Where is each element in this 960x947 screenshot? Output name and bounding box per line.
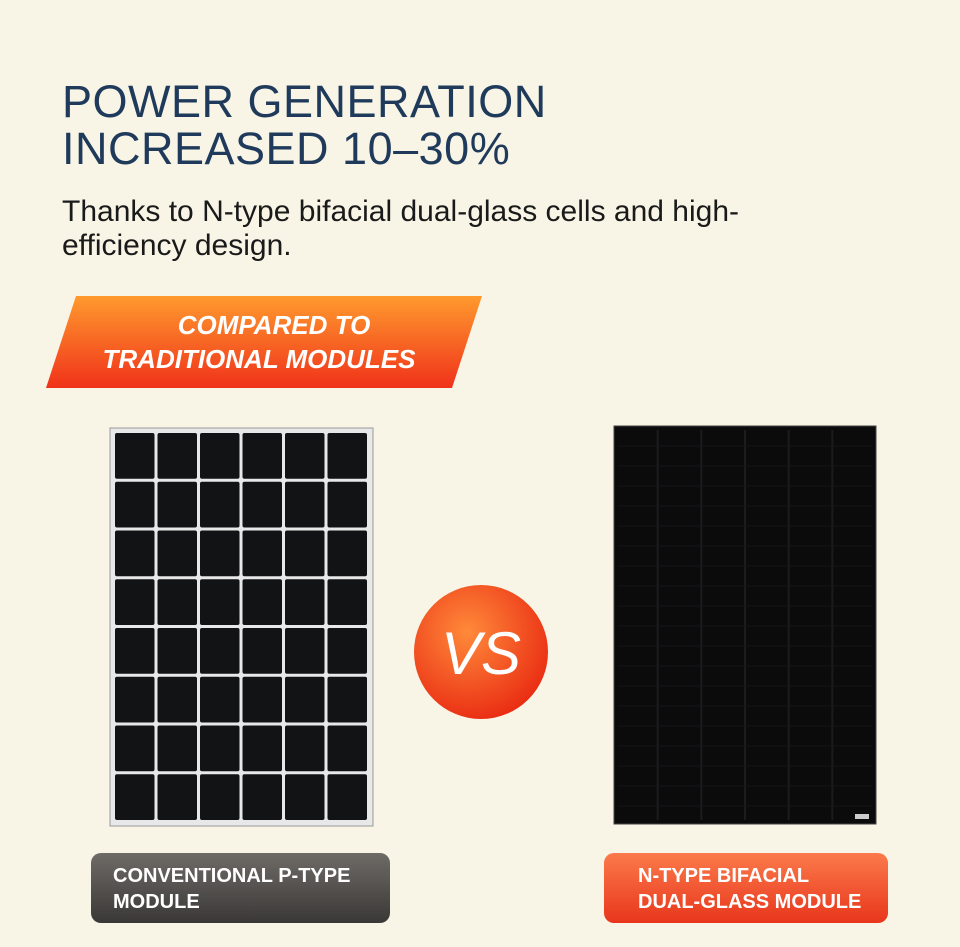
cell: [242, 481, 282, 528]
cell: [157, 530, 197, 577]
cell: [115, 774, 155, 820]
cell: [242, 676, 282, 723]
cell: [115, 725, 155, 772]
cell: [327, 433, 367, 479]
banner-text: COMPARED TO: [178, 310, 371, 340]
cell: [200, 530, 240, 577]
cell: [115, 579, 155, 625]
banner-text: TRADITIONAL MODULES: [103, 344, 417, 374]
cell: [115, 481, 155, 528]
cell: [157, 774, 197, 820]
cell: [285, 676, 325, 723]
cell: [200, 579, 240, 625]
cell: [115, 628, 155, 674]
title-line: POWER GENERATION: [62, 76, 547, 127]
cell: [115, 530, 155, 577]
label-sticker: [855, 814, 869, 819]
banner-shape: [46, 296, 482, 388]
n-type-label: N-TYPE BIFACIAL DUAL-GLASS MODULE: [604, 853, 888, 923]
cell: [242, 774, 282, 820]
cell: [200, 628, 240, 674]
cell: [285, 530, 325, 577]
cell: [327, 530, 367, 577]
cell: [285, 579, 325, 625]
cell: [200, 433, 240, 479]
cell: [242, 725, 282, 772]
p-type-label: CONVENTIONAL P-TYPE MODULE: [91, 853, 390, 923]
cell: [327, 579, 367, 625]
cell: [115, 676, 155, 723]
cell: [242, 530, 282, 577]
vs-badge: [414, 585, 548, 719]
cell: [285, 628, 325, 674]
cell: [285, 481, 325, 528]
subtitle: Thanks to N-type bifacial dual-glass cel…: [62, 195, 740, 262]
cell: [200, 676, 240, 723]
cell: [242, 579, 282, 625]
cell: [242, 433, 282, 479]
cell: [157, 628, 197, 674]
panels: VS: [109, 425, 877, 827]
cell: [200, 725, 240, 772]
vs-text: VS: [441, 620, 521, 687]
cell: [327, 481, 367, 528]
cell: [242, 628, 282, 674]
label-line: DUAL-GLASS MODULE: [638, 891, 862, 913]
label-line: CONVENTIONAL P-TYPE: [113, 865, 351, 887]
title: POWER GENERATION INCREASED 10–30%: [62, 78, 547, 172]
cell: [200, 481, 240, 528]
label-line: MODULE: [113, 891, 200, 913]
title-line: INCREASED 10–30%: [62, 123, 511, 174]
cell: [157, 725, 197, 772]
cell: [327, 725, 367, 772]
cell: [157, 433, 197, 479]
cell: [327, 676, 367, 723]
banner: COMPARED TO TRADITIONAL MODULES: [46, 296, 482, 388]
cell: [327, 774, 367, 820]
cell: [285, 725, 325, 772]
cell: [327, 628, 367, 674]
cell: [157, 481, 197, 528]
cell: [157, 579, 197, 625]
cell: [285, 433, 325, 479]
cell: [285, 774, 325, 820]
cell: [200, 774, 240, 820]
cell: [157, 676, 197, 723]
label-line: N-TYPE BIFACIAL: [638, 865, 810, 887]
cell: [115, 433, 155, 479]
